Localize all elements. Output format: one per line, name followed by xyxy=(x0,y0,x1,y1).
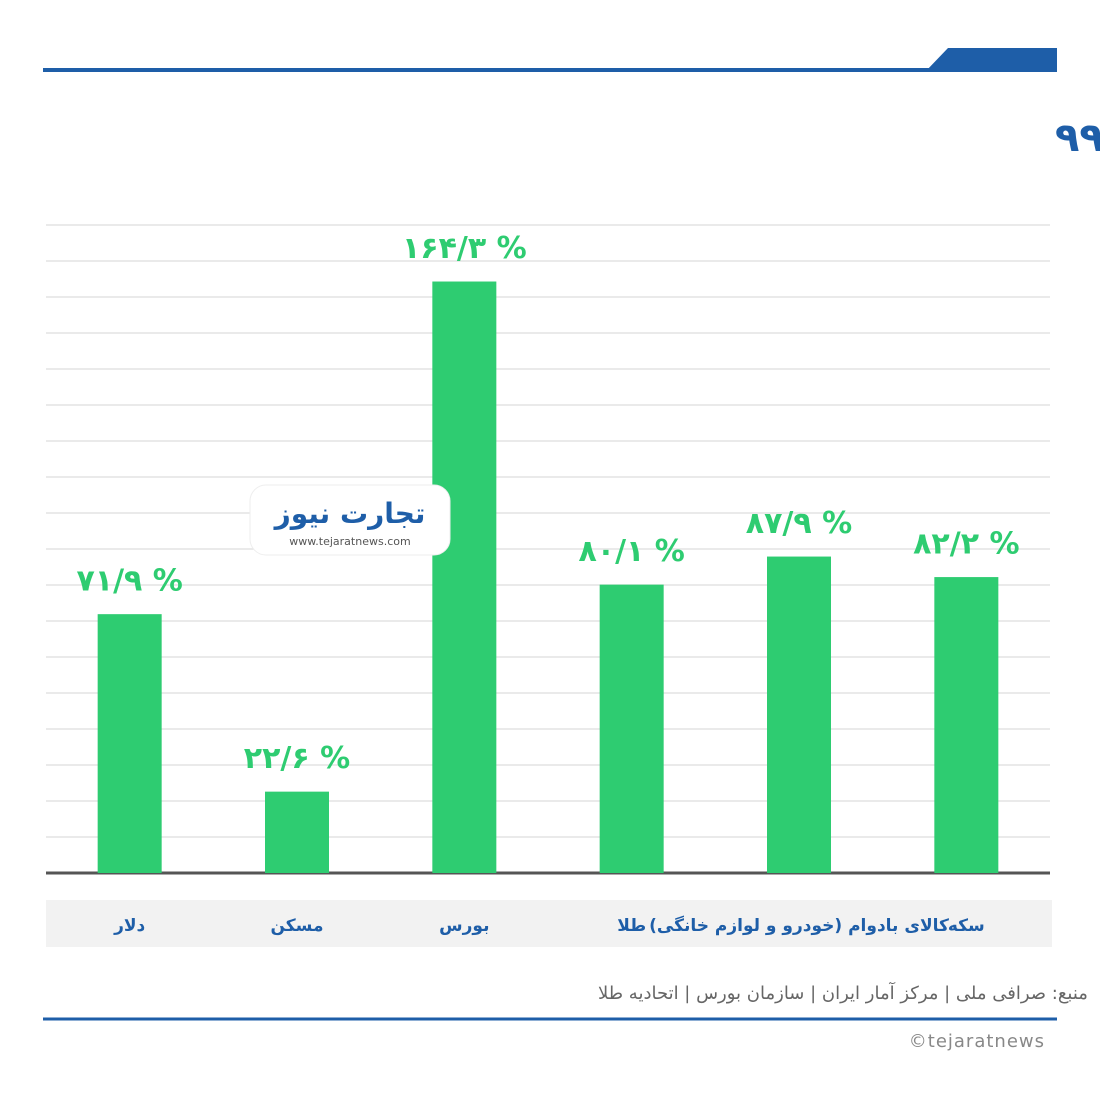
value-label: ۸۷/۹ % xyxy=(746,506,852,541)
value-label: ۸۰/۱ % xyxy=(578,534,684,569)
value-label: ۷۱/۹ % xyxy=(76,564,182,599)
plot-area: ۷۱/۹ % دلار ۲۲/۶ % مسکن ۱۶۴/۳ % بورس ۸۰/۱ % طلا… xyxy=(46,224,1050,936)
bar xyxy=(97,614,162,873)
x-tick-label: کالای بادوام (خودرو و لوازم خانگی) xyxy=(649,915,949,936)
value-label: ۱۶۴/۳ % xyxy=(402,231,527,266)
header-tab xyxy=(925,48,1057,72)
bar xyxy=(599,584,664,873)
bar xyxy=(934,577,999,873)
value-label: ۲۲/۶ % xyxy=(244,741,350,776)
chart-title: بازدهی بازارهای مالی در هشت‌ماهه نخست سا… xyxy=(1055,115,1100,161)
x-tick-label: دلار xyxy=(113,916,145,936)
credit: ©tejaratnews xyxy=(909,1031,1045,1052)
bar xyxy=(767,556,831,873)
category-strip xyxy=(46,900,1052,947)
value-label: ۸۲/۲ % xyxy=(913,527,1019,562)
x-tick-label: بورس xyxy=(439,916,489,936)
watermark-name: تجارت نیوز xyxy=(273,497,426,530)
bar xyxy=(432,281,497,873)
source: منبع: صرافی ملی | مرکز آمار ایران | سازم… xyxy=(598,981,1088,1004)
watermark-url: www.tejaratnews.com xyxy=(289,535,410,548)
bar xyxy=(265,791,329,873)
watermark-box xyxy=(249,484,451,556)
x-tick-label: طلا xyxy=(617,916,646,936)
x-tick-label: سکه xyxy=(948,916,985,936)
watermark: تجارت نیوز www.tejaratnews.com xyxy=(249,484,451,556)
x-tick-label: مسکن xyxy=(270,916,323,936)
